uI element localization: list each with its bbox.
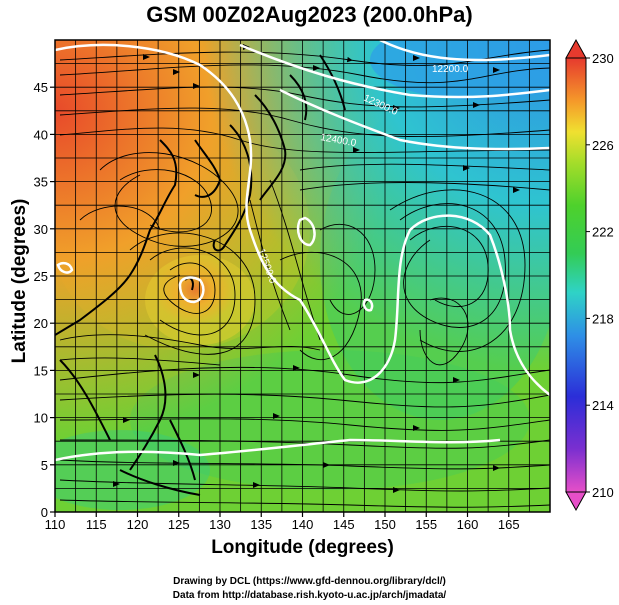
y-tick-label: 20 — [34, 316, 48, 331]
colorbar-max-arrow — [565, 38, 587, 59]
x-tick-label: 125 — [168, 517, 190, 532]
colorbar-tick-label: 210 — [592, 485, 614, 500]
x-tick-label: 130 — [209, 517, 231, 532]
credit-drawing: Drawing by DCL (https://www.gfd-dennou.o… — [173, 576, 446, 587]
y-tick-label: 35 — [34, 175, 48, 190]
y-tick-label: 45 — [34, 80, 48, 95]
y-tick-label: 15 — [34, 363, 48, 378]
coastlines — [55, 54, 346, 496]
y-tick-label: 40 — [34, 127, 48, 142]
x-axis-label: Longitude (degrees) — [211, 537, 394, 558]
y-tick-label: 25 — [34, 269, 48, 284]
colorbar-tick-label: 218 — [592, 311, 614, 326]
y-tick-label: 10 — [34, 411, 48, 426]
credit-data-source: Data from http://database.rish.kyoto-u.a… — [172, 590, 447, 601]
map-title: GSM 00Z02Aug2023 (200.0hPa) — [146, 2, 473, 27]
colorbar-tick-label: 214 — [592, 398, 614, 413]
grid-lines — [55, 40, 550, 512]
x-axis-ticks: 110 115 120 125 130 135 140 145 150 155 160 165 — [45, 512, 520, 532]
x-tick-label: 140 — [292, 517, 314, 532]
y-tick-label: 5 — [41, 458, 48, 473]
x-tick-label: 110 — [45, 517, 66, 532]
contour-label-12200: 12200.0 — [432, 64, 469, 75]
x-tick-label: 145 — [333, 517, 355, 532]
wind-streamlines — [59, 49, 550, 508]
x-tick-label: 165 — [498, 517, 520, 532]
x-tick-label: 150 — [374, 517, 396, 532]
x-tick-label: 115 — [86, 517, 107, 532]
colorbar-tick-label: 230 — [592, 51, 614, 66]
x-tick-label: 155 — [415, 517, 437, 532]
colorbar-bar — [565, 57, 587, 493]
colorbar-tick-label: 226 — [592, 138, 614, 153]
colorbar-tick-label: 222 — [592, 225, 614, 240]
wind-arrowheads — [113, 44, 520, 493]
colorbar-min-arrow — [565, 491, 587, 512]
y-tick-label: 30 — [34, 222, 48, 237]
x-tick-label: 120 — [127, 517, 149, 532]
y-axis-label: Latitude (degrees) — [9, 198, 30, 364]
x-tick-label: 135 — [250, 517, 272, 532]
y-tick-label: 0 — [41, 505, 48, 520]
height-contours — [55, 40, 550, 462]
colorbar: 210 214 218 222 226 230 — [565, 38, 614, 512]
y-axis-ticks: 0 5 10 15 20 25 30 35 40 45 — [34, 80, 55, 520]
x-tick-label: 160 — [457, 517, 479, 532]
